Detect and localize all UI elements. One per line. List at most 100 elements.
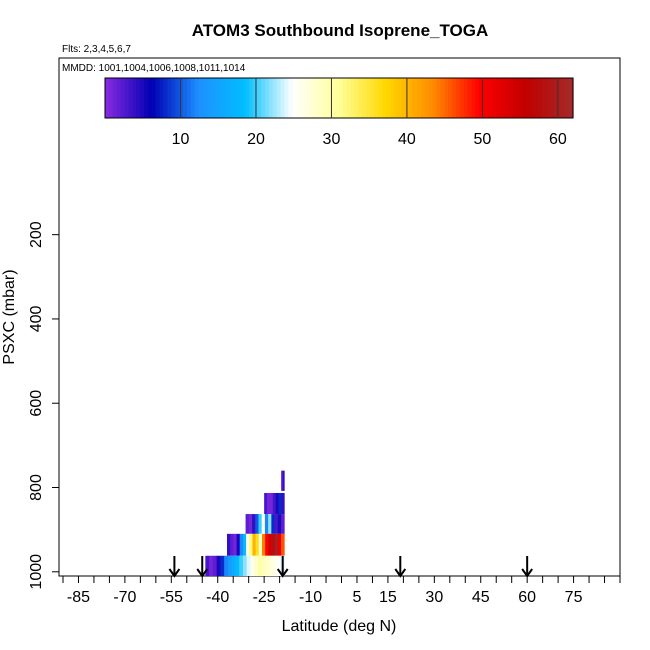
colorbar-segment: [495, 78, 500, 118]
x-axis-label: Latitude (deg N): [282, 618, 397, 635]
colorbar-segment: [163, 78, 168, 118]
colorbar-segment: [381, 78, 387, 118]
colorbar-segment: [401, 78, 406, 118]
arrow-head: [276, 568, 289, 578]
colorbar-segment: [214, 78, 219, 118]
heatmap-cell: [227, 533, 231, 556]
colorbar-tick-label: 30: [323, 131, 341, 148]
heatmap-cell: [255, 514, 259, 534]
heatmap-cell: [216, 555, 221, 576]
colorbar-segment: [370, 78, 375, 118]
colorbar-segment: [128, 78, 133, 118]
colorbar-segment: [140, 78, 145, 118]
x-tick-label: 45: [472, 589, 490, 606]
heatmap-cell: [230, 533, 234, 556]
colorbar-segment: [413, 78, 418, 118]
colorbar-segment: [105, 78, 110, 118]
colorbar-segment: [545, 78, 551, 118]
colorbar-segment: [366, 78, 371, 118]
colorbar-segment: [307, 78, 313, 118]
y-tick-label: 1000: [28, 554, 45, 590]
arrow-head: [168, 568, 181, 578]
colorbar-segment: [459, 78, 465, 118]
heatmap-cell: [255, 533, 260, 556]
colorbar-segment: [268, 78, 274, 118]
colorbar-segment: [565, 78, 570, 118]
heatmap-cell: [272, 555, 278, 576]
heatmap-cell: [239, 555, 244, 576]
colorbar-segment: [245, 78, 250, 118]
colorbar-segment: [456, 78, 461, 118]
chart-title: ATOM3 Southbound Isoprene_TOGA: [192, 21, 489, 40]
heatmap-cell: [281, 533, 285, 556]
colorbar-frame: [104, 77, 574, 119]
colorbar-segment: [479, 78, 484, 118]
colorbar-segment: [284, 78, 289, 118]
y-tick-label: 600: [28, 390, 45, 417]
colorbar-segment: [502, 78, 508, 118]
heatmap-cell: [257, 555, 263, 576]
colorbar-segment: [253, 78, 258, 118]
colorbar-tick-label: 40: [398, 131, 416, 148]
colorbar-segment: [155, 78, 161, 118]
colorbar-segment: [424, 78, 430, 118]
y-axis: 200 400 600 800 1000: [28, 221, 59, 590]
colorbar-segment: [530, 78, 535, 118]
heatmap-cell: [212, 555, 218, 576]
colorbar-segment: [183, 78, 188, 118]
colorbar-segment: [534, 78, 539, 118]
latitude-arrows: [168, 556, 533, 578]
heatmap-cell: [261, 555, 266, 576]
colorbar-segment: [179, 78, 184, 118]
colorbar-segment: [225, 78, 231, 118]
colorbar-segment: [354, 78, 360, 118]
colorbar-segment: [362, 78, 367, 118]
colorbar-segment: [393, 78, 399, 118]
colorbar-segment: [202, 78, 207, 118]
colorbar-segment: [319, 78, 324, 118]
colorbar-segment: [339, 78, 344, 118]
colorbar-segment: [206, 78, 211, 118]
heatmap-cell: [271, 514, 275, 534]
colorbar-segment: [175, 78, 180, 118]
colorbar-segment: [475, 78, 480, 118]
colorbar-segment: [378, 78, 383, 118]
heatmap-cell: [275, 492, 279, 515]
x-tick-label: 75: [565, 589, 583, 606]
colorbar-segment: [471, 78, 477, 118]
colorbar-segment: [276, 78, 282, 118]
heatmap-cell: [276, 555, 281, 576]
colorbar-segment: [311, 78, 317, 118]
heatmap-cell: [220, 555, 225, 576]
x-tick-label: 60: [518, 589, 536, 606]
colorbar-segment: [483, 78, 488, 118]
colorbar-segment: [420, 78, 426, 118]
heatmap-cell: [272, 492, 277, 515]
heatmap-cell: [268, 514, 272, 534]
colorbar-segment: [257, 78, 262, 118]
heatmap-cell: [281, 514, 285, 534]
heatmap-cell: [277, 514, 282, 534]
colorbar-tick-label: 10: [172, 131, 190, 148]
colorbar-segment: [448, 78, 453, 118]
heatmap-cell: [239, 533, 244, 556]
colorbar-segment: [417, 78, 422, 118]
heatmap-cell: [267, 492, 271, 515]
colorbar-segment: [452, 78, 457, 118]
heatmap-cell: [246, 533, 250, 556]
y-axis-label: PSXC (mbar): [1, 269, 18, 364]
colorbar-segment: [487, 78, 492, 118]
colorbar-segment: [159, 78, 165, 118]
colorbar-segment: [561, 78, 566, 118]
colorbar-segment: [498, 78, 504, 118]
colorbar-tick-label: 50: [474, 131, 492, 148]
plot-frame: [58, 57, 621, 577]
colorbar-segment: [292, 78, 297, 118]
colorbar-segment: [537, 78, 543, 118]
colorbar-tick-label: 20: [247, 131, 265, 148]
heatmap-cell: [274, 533, 279, 556]
colorbar-segment: [428, 78, 434, 118]
colorbar-segment: [132, 78, 137, 118]
colorbar-segment: [264, 78, 270, 118]
